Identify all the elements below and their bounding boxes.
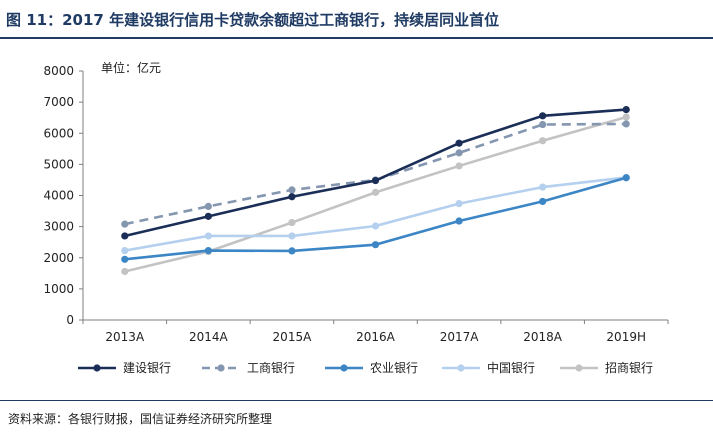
data-point — [204, 202, 212, 210]
data-point — [204, 246, 212, 255]
source-divider — [0, 400, 713, 401]
data-point — [288, 247, 296, 255]
legend-label-2: 工商银行 — [247, 360, 295, 375]
data-point — [622, 120, 630, 128]
data-point — [622, 174, 630, 182]
unit-label: 单位：亿元 — [101, 60, 161, 75]
data-point — [121, 232, 129, 240]
legend-label-3: 农业银行 — [370, 361, 418, 375]
x-tick-label: 2014A — [189, 330, 229, 344]
data-point — [204, 232, 212, 240]
title-divider — [0, 37, 713, 39]
data-point — [539, 183, 547, 191]
data-point — [539, 137, 547, 145]
y-tick-label: 4000 — [43, 189, 74, 203]
data-point — [455, 139, 463, 147]
data-point — [539, 112, 547, 120]
legend-marker-1 — [93, 364, 101, 372]
data-point — [121, 267, 129, 276]
x-tick-label: 2019H — [606, 330, 646, 344]
x-tick-label: 2015A — [273, 330, 313, 344]
data-point — [622, 113, 630, 121]
x-tick-label: 2018A — [523, 330, 563, 344]
figure-title: 图 11：2017 年建设银行信用卡贷款余额超过工商银行，持续居同业首位 — [6, 11, 500, 29]
line-chart: 0 1000 2000 3000 4000 5000 6000 7000 8000 2013A 20… — [43, 60, 669, 375]
legend-marker-5 — [575, 364, 583, 372]
y-tick-label: 7000 — [43, 95, 74, 109]
y-tick-label: 0 — [66, 313, 74, 327]
data-point — [288, 218, 296, 227]
title-bar: 图 11：2017 年建设银行信用卡贷款余额超过工商银行，持续居同业首位 — [0, 0, 713, 36]
y-tick-label: 2000 — [43, 251, 74, 265]
data-point — [371, 188, 380, 196]
data-point — [288, 193, 296, 201]
legend-label-1: 建设银行 — [123, 361, 171, 375]
data-point — [121, 220, 129, 228]
data-point — [371, 241, 380, 249]
data-point — [371, 176, 380, 185]
y-tick-label: 1000 — [43, 282, 74, 296]
y-tick-label: 5000 — [43, 157, 74, 171]
source-note: 资料来源：各银行财报，国信证券经济研究所整理 — [8, 412, 273, 426]
x-tick-label: 2013A — [105, 330, 145, 344]
y-tick-label: 6000 — [43, 126, 74, 140]
data-point — [288, 186, 296, 194]
legend-marker-2 — [217, 364, 225, 372]
data-point — [455, 162, 463, 170]
legend-marker-4 — [457, 364, 465, 372]
series-line-4 — [124, 176, 627, 252]
x-tick-label: 2016A — [356, 330, 396, 344]
data-point — [539, 197, 547, 206]
legend-label-4: 中国银行 — [487, 360, 535, 375]
data-point — [121, 246, 129, 255]
data-point — [455, 149, 463, 157]
x-tick-label: 2017A — [440, 330, 480, 344]
y-tick-label: 3000 — [43, 220, 74, 234]
data-point — [121, 255, 129, 263]
data-point — [204, 212, 212, 220]
legend-label-5: 招商银行 — [605, 360, 653, 375]
data-point — [288, 232, 296, 240]
data-point — [455, 217, 463, 225]
data-point — [371, 222, 380, 230]
data-point — [539, 120, 547, 129]
series-line-1 — [124, 108, 627, 238]
legend-marker-3 — [340, 364, 348, 372]
data-point — [622, 105, 630, 114]
y-tick-label: 8000 — [43, 64, 74, 78]
data-point — [455, 199, 463, 208]
